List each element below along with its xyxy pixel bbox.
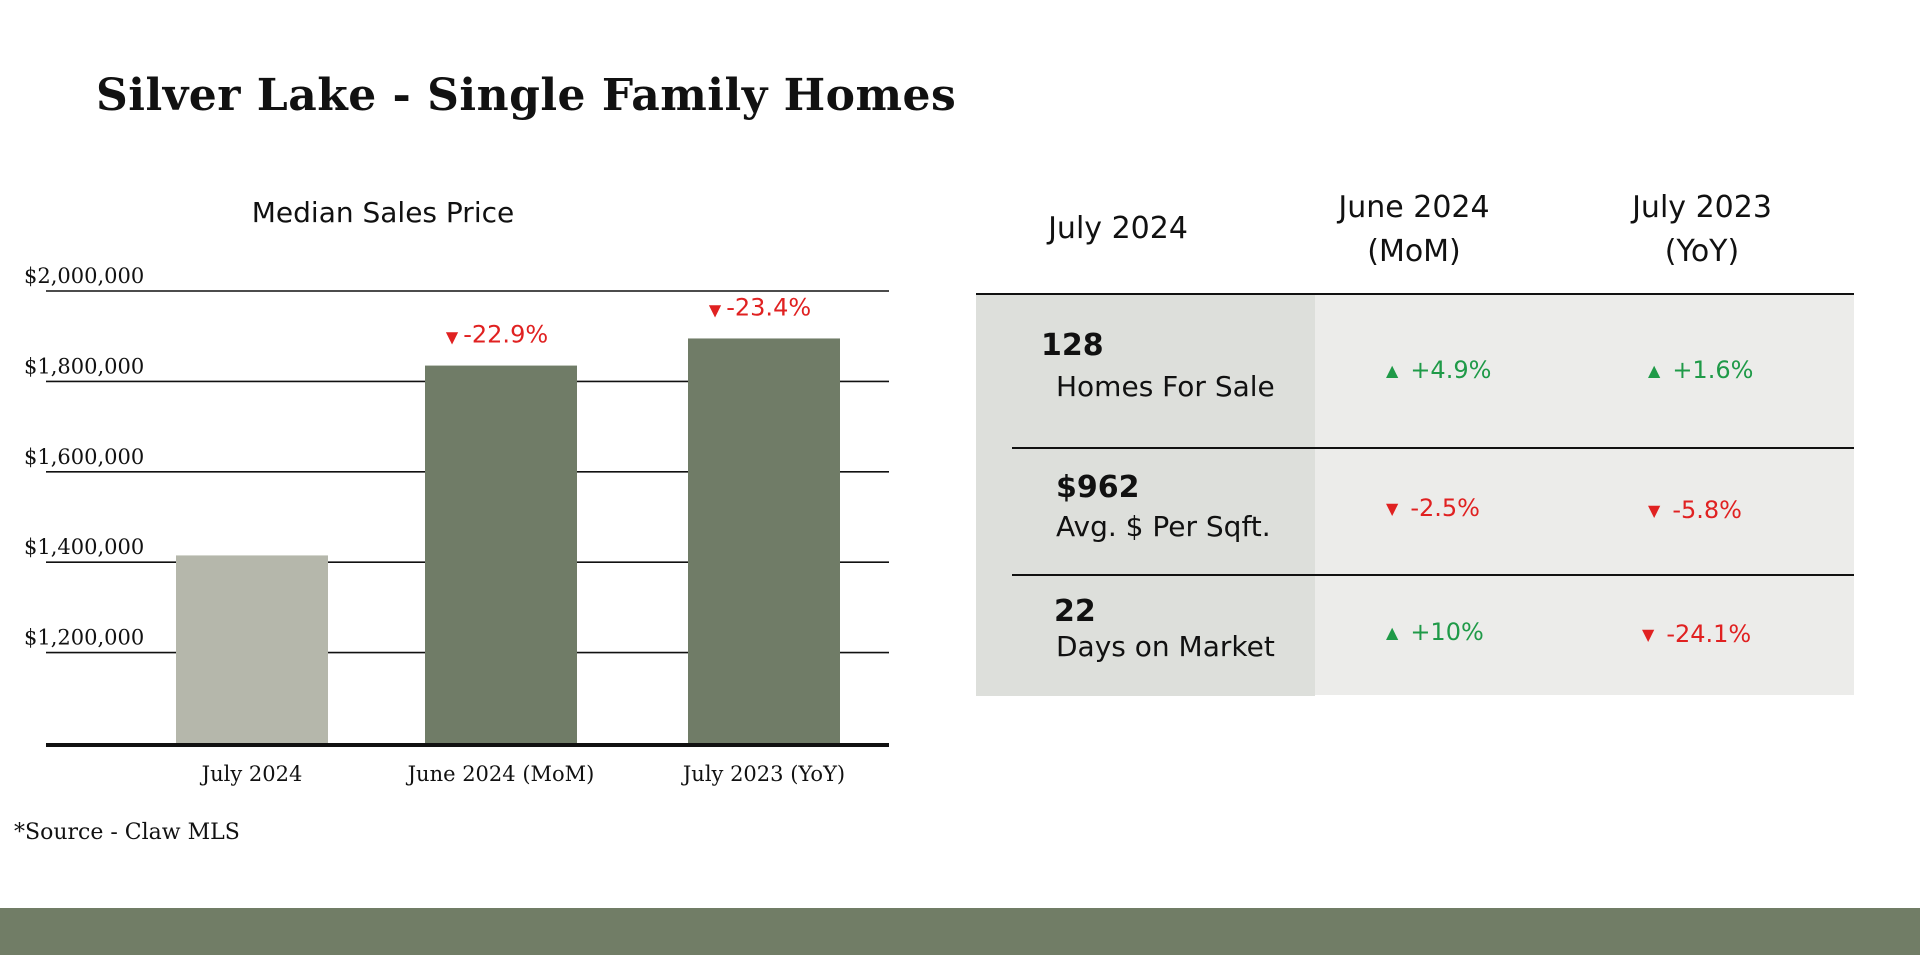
row-divider (1012, 574, 1854, 576)
up-triangle-icon: ▲ (1386, 361, 1399, 380)
page-title: Silver Lake - Single Family Homes (96, 70, 957, 121)
y-tick-label: $1,600,000 (24, 445, 144, 469)
data-label: ▼ -22.9% (446, 321, 548, 349)
table-header-july-2024: July 2024 (988, 207, 1248, 251)
homes-for-sale-yoy-change: ▲ +1.6% (1648, 356, 1753, 384)
avg-per-sqft-yoy-change: ▼ -5.8% (1648, 496, 1742, 524)
x-tick-label: July 2023 (YoY) (681, 762, 845, 786)
table-label-column (976, 295, 1315, 696)
bar (688, 338, 840, 743)
row-divider (1012, 447, 1854, 449)
bar (176, 555, 328, 743)
table-header-line1: June 2024 (1338, 190, 1490, 225)
table-change-columns (1315, 295, 1854, 695)
change-text: -2.5% (1410, 494, 1480, 522)
table-header-line2: (YoY) (1664, 234, 1740, 269)
days-on-market-mom-change: ▲ +10% (1386, 618, 1484, 646)
change-text: +10% (1410, 618, 1484, 646)
homes-for-sale-label: Homes For Sale (1056, 370, 1275, 403)
x-tick-label: July 2024 (200, 762, 303, 786)
table-header-line2: (MoM) (1367, 234, 1461, 269)
days-on-market-value: 22 (1054, 594, 1096, 629)
change-text: -5.8% (1672, 496, 1742, 524)
up-triangle-icon: ▲ (1386, 623, 1399, 642)
y-tick-label: $1,400,000 (24, 535, 144, 559)
data-label: ▼ -23.4% (709, 293, 811, 321)
y-tick-label: $2,000,000 (24, 264, 144, 288)
table-header-june-2024-mom: June 2024 (MoM) (1284, 186, 1544, 274)
days-on-market-yoy-change: ▼ -24.1% (1642, 620, 1751, 648)
down-triangle-icon: ▼ (1642, 625, 1655, 644)
table-header-line1: July 2024 (1048, 211, 1188, 246)
change-text: -24.1% (1666, 620, 1752, 648)
bar (425, 365, 577, 743)
avg-per-sqft-value: $962 (1056, 470, 1140, 505)
up-triangle-icon: ▲ (1648, 361, 1661, 380)
avg-per-sqft-mom-change: ▼ -2.5% (1386, 494, 1480, 522)
y-tick-label: $1,800,000 (24, 354, 144, 378)
avg-per-sqft-label: Avg. $ Per Sqft. (1056, 510, 1271, 543)
days-on-market-label: Days on Market (1056, 630, 1275, 663)
source-note: *Source - Claw MLS (14, 820, 240, 845)
footer-band (0, 908, 1920, 955)
chart-title: Median Sales Price (251, 196, 515, 229)
x-tick-label: June 2024 (MoM) (406, 762, 595, 786)
change-text: +4.9% (1410, 356, 1492, 384)
change-text: +1.6% (1672, 356, 1754, 384)
down-triangle-icon: ▼ (1648, 501, 1661, 520)
down-triangle-icon: ▼ (1386, 499, 1399, 518)
table-header-july-2023-yoy: July 2023 (YoY) (1572, 186, 1832, 274)
y-tick-label: $1,200,000 (24, 626, 144, 650)
median-sales-price-chart: $1,200,000 $1,400,000 $1,600,000 $1,800,000… (24, 264, 889, 786)
table-header-line1: July 2023 (1632, 190, 1772, 225)
table-header-divider (976, 293, 1854, 295)
homes-for-sale-value: 128 (1041, 328, 1104, 363)
homes-for-sale-mom-change: ▲ +4.9% (1386, 356, 1491, 384)
